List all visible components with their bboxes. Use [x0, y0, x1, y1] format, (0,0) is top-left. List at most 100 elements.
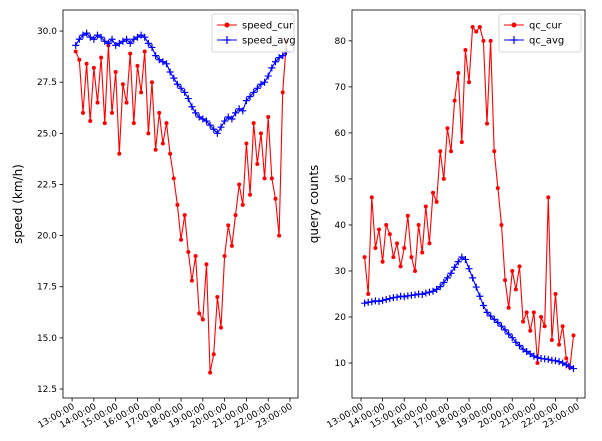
marker — [461, 255, 469, 263]
legend-box — [211, 13, 295, 53]
marker — [141, 33, 149, 41]
marker — [366, 291, 371, 296]
marker — [463, 48, 468, 53]
marker — [273, 196, 278, 201]
marker — [135, 63, 140, 68]
marker — [377, 227, 382, 232]
marker — [113, 69, 118, 74]
marker — [490, 315, 498, 323]
marker — [458, 253, 466, 261]
marker — [266, 114, 271, 119]
marker — [382, 296, 390, 304]
marker — [90, 35, 98, 43]
marker — [470, 25, 475, 30]
marker — [206, 121, 214, 129]
marker — [418, 290, 426, 298]
marker — [268, 64, 276, 72]
marker — [564, 356, 569, 361]
marker — [253, 84, 261, 92]
marker — [393, 293, 401, 301]
plot-area — [63, 10, 298, 398]
marker — [160, 141, 165, 146]
marker — [420, 250, 425, 255]
marker — [566, 363, 574, 371]
marker — [508, 334, 516, 342]
marker — [228, 115, 236, 123]
legend-marker — [223, 36, 231, 44]
y-tick-label: 20 — [335, 313, 347, 323]
marker — [195, 113, 203, 121]
marker — [379, 296, 387, 304]
marker — [434, 199, 439, 204]
legend-marker — [510, 36, 518, 44]
marker — [425, 288, 433, 296]
marker — [246, 93, 254, 101]
marker — [279, 52, 287, 60]
marker — [237, 182, 242, 187]
marker — [177, 84, 185, 92]
marker — [226, 223, 231, 228]
marker — [173, 80, 181, 88]
marker — [413, 268, 418, 273]
marker — [447, 269, 455, 277]
marker — [499, 222, 504, 227]
marker — [416, 222, 421, 227]
marker — [99, 55, 104, 60]
marker — [387, 232, 392, 237]
marker — [179, 237, 184, 242]
y-tick-label: 15.0 — [37, 334, 57, 344]
marker — [102, 121, 107, 126]
marker — [215, 294, 220, 299]
axes-frame — [62, 9, 299, 399]
subplot: 12.515.017.520.022.525.027.530.013:00:00… — [11, 9, 299, 431]
marker — [182, 213, 187, 218]
marker — [149, 80, 154, 85]
legend-marker — [511, 22, 517, 28]
marker — [524, 310, 529, 315]
marker — [445, 126, 450, 131]
marker — [171, 176, 176, 181]
marker — [476, 292, 484, 300]
marker — [126, 39, 134, 47]
marker — [494, 319, 502, 327]
marker — [530, 352, 538, 360]
marker — [222, 254, 227, 259]
marker — [239, 107, 247, 115]
marker — [485, 121, 490, 126]
marker — [163, 60, 171, 68]
marker — [436, 283, 444, 291]
marker — [531, 310, 536, 315]
marker — [251, 121, 256, 126]
marker — [115, 39, 123, 47]
marker — [402, 245, 407, 250]
marker — [83, 29, 91, 37]
marker — [375, 297, 383, 305]
marker — [188, 103, 196, 111]
marker — [386, 295, 394, 303]
marker — [546, 195, 551, 200]
marker — [440, 278, 448, 286]
y-tick-label: 10 — [335, 359, 347, 369]
y-tick-label: 17.5 — [37, 283, 57, 293]
marker — [400, 293, 408, 301]
subplot: 102030405060708013:00:0014:00:0015:00:00… — [307, 9, 586, 431]
marker — [199, 115, 207, 123]
marker — [521, 319, 526, 324]
marker — [487, 312, 495, 320]
marker — [164, 121, 169, 126]
marker — [130, 35, 138, 43]
legend-label: speed_avg — [242, 36, 296, 47]
marker — [264, 72, 272, 80]
marker — [193, 254, 198, 259]
marker — [186, 249, 191, 254]
marker — [368, 298, 376, 306]
marker — [569, 365, 577, 373]
y-tick-label: 30.0 — [37, 27, 57, 37]
marker — [395, 241, 400, 246]
marker — [373, 245, 378, 250]
marker — [380, 259, 385, 264]
y-axis-label: speed (km/h) — [11, 164, 25, 244]
marker — [108, 35, 116, 43]
marker — [391, 255, 396, 260]
marker — [398, 264, 403, 269]
